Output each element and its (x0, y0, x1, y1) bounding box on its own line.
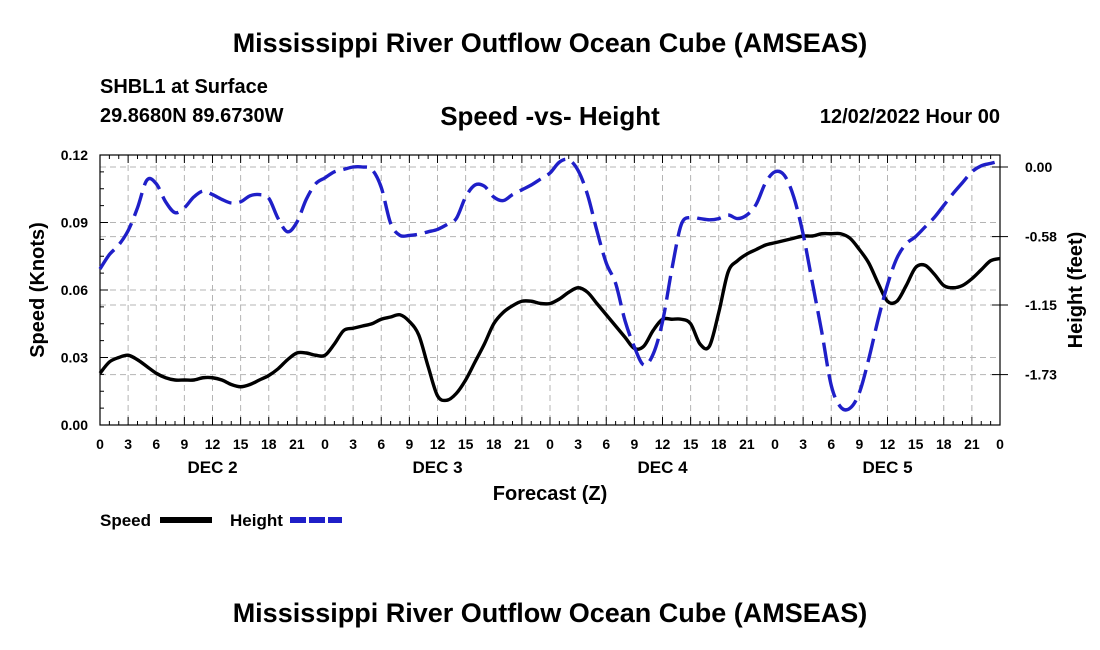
station-coordinates: 29.8680N 89.6730W (100, 105, 284, 127)
x-tick-label: 18 (711, 436, 727, 452)
x-tick-label: 9 (180, 436, 188, 452)
day-label: DEC 4 (637, 458, 688, 477)
x-tick-label: 15 (683, 436, 699, 452)
station-name: SHBL1 at Surface (100, 76, 268, 98)
x-tick-label: 9 (855, 436, 863, 452)
x-tick-label: 6 (377, 436, 385, 452)
x-tick-label: 3 (124, 436, 132, 452)
x-tick-label: 9 (405, 436, 413, 452)
x-tick-label: 9 (630, 436, 638, 452)
y-axis-label-right: Height (feet) (1065, 232, 1087, 349)
x-tick-label: 15 (458, 436, 474, 452)
series-line-speed (98, 231, 1001, 403)
x-tick-label: 6 (827, 436, 835, 452)
day-label: DEC 2 (187, 458, 237, 477)
forecast-datetime: 12/02/2022 Hour 00 (819, 106, 1000, 128)
y-tick-label-left: 0.09 (61, 215, 88, 231)
legend-label-speed: Speed (100, 511, 151, 530)
bottom-chart-title: Mississippi River Outflow Ocean Cube (AM… (232, 598, 868, 628)
x-tick-label: 0 (96, 436, 104, 452)
y-tick-label-right: -1.15 (1025, 297, 1057, 313)
x-tick-label: 0 (996, 436, 1004, 452)
chart-title: Mississippi River Outflow Ocean Cube (AM… (232, 28, 868, 58)
y-tick-label-right: 0.00 (1025, 159, 1052, 175)
x-tick-label: 21 (739, 436, 755, 452)
x-tick-label: 18 (936, 436, 952, 452)
x-tick-label: 18 (486, 436, 502, 452)
x-tick-label: 0 (546, 436, 554, 452)
x-tick-label: 12 (655, 436, 671, 452)
x-tick-label: 21 (514, 436, 530, 452)
x-tick-label: 12 (430, 436, 446, 452)
x-tick-label: 3 (799, 436, 807, 452)
series-line-height (98, 157, 1001, 412)
legend-label-height: Height (230, 511, 283, 530)
x-tick-label: 6 (602, 436, 610, 452)
x-tick-label: 12 (205, 436, 221, 452)
chart-subtitle: Speed -vs- Height (440, 101, 660, 131)
y-tick-label-right: -0.58 (1025, 229, 1057, 245)
day-label: DEC 3 (412, 458, 462, 477)
x-tick-label: 3 (349, 436, 357, 452)
x-tick-label: 0 (771, 436, 779, 452)
y-tick-label-left: 0.12 (61, 147, 88, 163)
x-tick-label: 6 (152, 436, 160, 452)
x-tick-label: 21 (964, 436, 980, 452)
x-axis-label: Forecast (Z) (493, 483, 607, 505)
series-group (98, 157, 1001, 412)
x-tick-label: 15 (908, 436, 924, 452)
y-tick-label-left: 0.06 (61, 282, 88, 298)
axis-ticks: 0 3 6 9 12 15 18 21 0 3 6 9 12 15 18 21 0 3 6 9 12 15 18 21 0 3 6 9… (61, 147, 1057, 477)
x-tick-label: 15 (233, 436, 249, 452)
legend: Speed Height (100, 511, 342, 530)
x-tick-label: 0 (321, 436, 329, 452)
y-tick-label-left: 0.03 (61, 350, 88, 366)
y-tick-label-left: 0.00 (61, 417, 88, 433)
x-tick-label: 3 (574, 436, 582, 452)
y-axis-label-left: Speed (Knots) (27, 222, 49, 358)
x-tick-label: 12 (880, 436, 896, 452)
x-tick-label: 18 (261, 436, 277, 452)
x-tick-label: 21 (289, 436, 305, 452)
y-tick-label-right: -1.73 (1025, 367, 1057, 383)
day-label: DEC 5 (862, 458, 912, 477)
